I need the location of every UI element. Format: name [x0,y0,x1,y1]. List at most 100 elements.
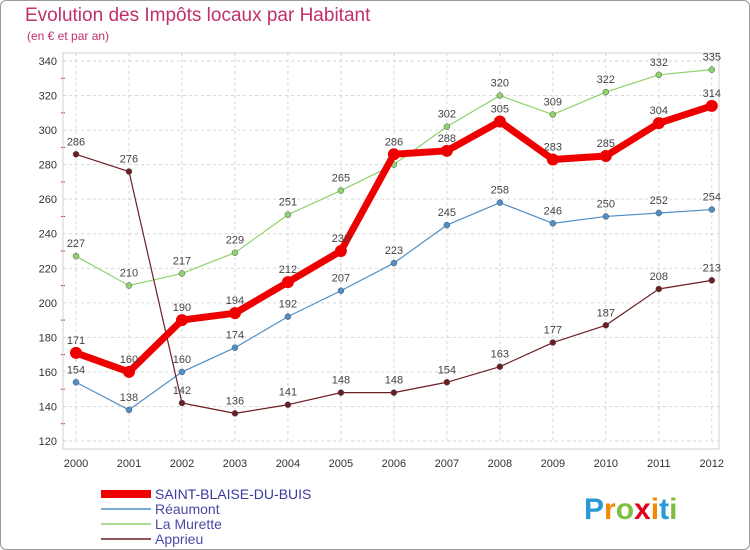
y-tick-label: 220 [39,263,57,275]
data-label: 314 [703,88,721,100]
data-label: 192 [279,299,297,311]
data-label: 286 [67,136,85,148]
y-tick-label: 340 [39,56,57,68]
legend-label: La Murette [155,516,222,532]
y-tick-label: 140 [39,401,57,413]
data-point [281,276,294,289]
data-point [228,307,241,320]
data-label: 160 [120,354,138,366]
data-label: 288 [438,133,456,145]
data-point [708,206,716,213]
y-tick-label: 120 [39,436,57,448]
plot-area [63,53,719,441]
y-tick-label: 180 [39,332,57,344]
data-point [708,277,716,284]
data-point [549,339,557,346]
data-label: 335 [703,52,721,64]
x-tick-label: 2008 [488,458,512,470]
x-tick-label: 2006 [382,458,406,470]
logo-letter: i [651,493,659,526]
data-point [122,365,135,378]
x-tick-label: 2003 [223,458,247,470]
logo-letter: P [584,493,604,526]
y-tick-label: 300 [39,125,57,137]
data-point [178,368,186,376]
y-tick-label: 240 [39,229,57,241]
y-tick-label: 320 [39,91,57,103]
data-point [284,313,292,320]
data-label: 217 [173,255,191,267]
data-label: 223 [385,245,403,257]
data-point [175,314,188,327]
data-label: 177 [544,325,562,337]
data-label: 174 [226,330,244,342]
data-label: 227 [67,238,85,250]
legend-label: Apprieu [155,531,203,547]
logo-letter: x [634,493,651,526]
data-point [231,249,239,256]
data-point [652,117,665,130]
data-label: 212 [279,264,297,276]
data-label: 258 [491,185,509,197]
y-tick-label: 280 [39,160,57,172]
data-label: 148 [385,375,403,387]
data-point [655,285,663,293]
data-point [440,144,453,157]
data-point [390,259,398,267]
data-point [443,379,451,386]
plot-border [62,52,720,450]
data-point [443,221,451,229]
data-label: 254 [703,192,721,204]
data-label: 250 [597,198,615,210]
y-tick-label: 260 [39,194,57,206]
x-tick-label: 2011 [647,458,671,470]
data-label: 283 [544,141,562,153]
data-point [496,363,504,370]
data-label: 190 [173,302,191,314]
logo-letter: i [669,493,677,526]
data-label: 213 [703,262,721,274]
x-tick-label: 2009 [541,458,565,470]
data-point [125,282,133,289]
x-tick-label: 2007 [435,458,459,470]
legend-label: Réaumont [155,501,220,517]
data-label: 148 [332,375,350,387]
data-point [125,406,133,414]
data-label: 229 [226,235,244,247]
logo-letter: o [616,493,634,526]
data-point [72,151,80,158]
data-label: 194 [226,295,244,307]
data-label: 251 [279,197,297,209]
data-label: 210 [120,268,138,280]
data-label: 246 [544,205,562,217]
data-label: 142 [173,385,191,397]
data-label: 154 [438,364,456,376]
x-tick-label: 2004 [276,458,300,470]
x-tick-label: 2002 [170,458,194,470]
data-point [549,220,557,227]
data-point [549,111,557,118]
data-point [390,389,398,396]
data-point [284,211,292,218]
data-label: 252 [650,195,668,207]
chart-title: Evolution des Impôts locaux par Habitant [25,5,371,26]
data-label: 305 [491,103,509,115]
legend-label: SAINT-BLAISE-DU-BUIS [155,486,311,502]
data-label: 208 [650,271,668,283]
data-point [496,199,504,206]
data-label: 332 [650,57,668,69]
data-point [496,92,504,99]
data-label: 154 [67,364,85,376]
data-label: 187 [597,307,615,319]
data-point [602,322,610,329]
data-label: 163 [491,349,509,361]
data-point [334,245,347,257]
data-point [387,148,400,161]
x-tick-label: 2001 [117,458,141,470]
data-point [655,209,663,217]
data-point [72,252,80,260]
y-tick-label: 160 [39,367,57,379]
data-label: 245 [438,207,456,219]
proxiti-logo: Proxiti [584,493,677,526]
x-tick-label: 2000 [64,458,88,470]
